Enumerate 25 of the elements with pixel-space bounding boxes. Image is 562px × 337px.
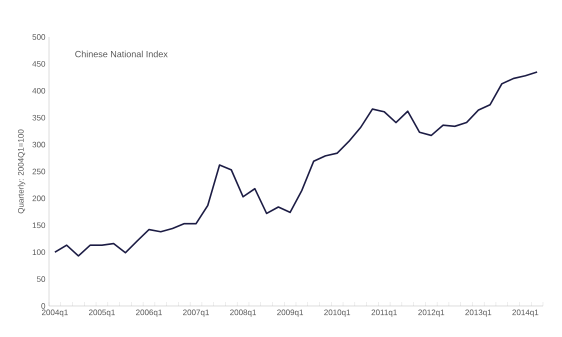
y-tick-label: 350 (32, 114, 46, 121)
y-tick-label: 300 (32, 142, 46, 148)
y-axis-title: Quarterly: 2004Q1=100 (18, 130, 26, 214)
x-tick-label: 2013q1 (465, 310, 492, 317)
x-tick-label: 2007q1 (183, 310, 209, 317)
text: Chinese National Index (75, 50, 168, 58)
x-tick-label: 2009q1 (277, 310, 304, 317)
y-tick-label: 450 (32, 61, 46, 67)
y-tick-label: 400 (32, 88, 46, 94)
x-tick-label: 2011q1 (372, 310, 397, 317)
x-tick-label: 2006q1 (136, 310, 162, 317)
x-tick-label: 2005q1 (89, 310, 115, 317)
y-tick-label: 50 (36, 276, 46, 282)
y-tick-label: 150 (32, 222, 46, 228)
y-tick-label: 100 (32, 249, 46, 256)
x-tick-label: 2008q1 (230, 310, 256, 317)
x-tick-label: 2014q1 (512, 310, 538, 317)
y-tick-label: 250 (32, 168, 46, 174)
x-tick-label: 2010q1 (324, 310, 350, 317)
x-tick-label: 2012q1 (418, 310, 444, 317)
y-tick-label: 500 (32, 34, 46, 40)
y-tick-label: 0 (41, 303, 46, 309)
line-series (54, 71, 538, 257)
x-tick-label: 2004q1 (42, 310, 68, 317)
y-tick-label: 200 (32, 196, 46, 202)
